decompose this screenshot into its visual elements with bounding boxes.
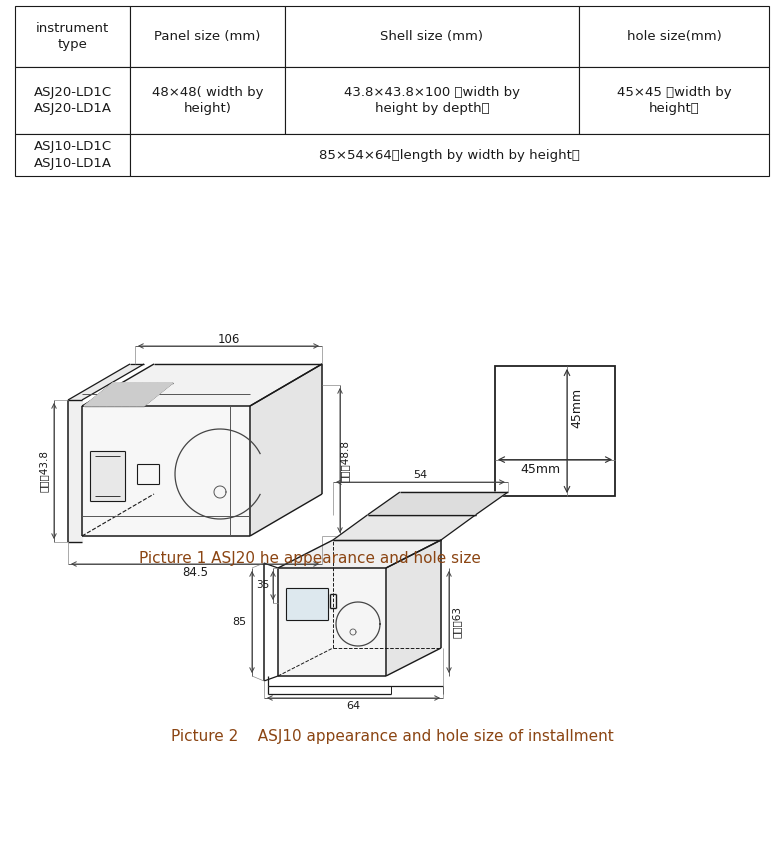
- Polygon shape: [84, 383, 172, 406]
- Bar: [579, 67, 769, 134]
- Bar: [285, 67, 579, 134]
- Polygon shape: [368, 492, 508, 515]
- Polygon shape: [68, 400, 82, 542]
- Text: 85: 85: [232, 617, 246, 627]
- Text: ASJ10-LD1C
ASJ10-LD1A: ASJ10-LD1C ASJ10-LD1A: [34, 140, 112, 170]
- Bar: [130, 134, 769, 176]
- Text: 45mm: 45mm: [570, 388, 583, 428]
- Polygon shape: [68, 364, 144, 400]
- Polygon shape: [386, 540, 441, 676]
- Polygon shape: [278, 540, 441, 568]
- Text: 48×48( width by
height): 48×48( width by height): [152, 86, 263, 115]
- Bar: [579, 6, 769, 67]
- Text: 64: 64: [347, 701, 361, 711]
- Polygon shape: [82, 406, 250, 536]
- Text: Picture 1 ASJ20 he appearance and hole size: Picture 1 ASJ20 he appearance and hole s…: [139, 552, 481, 567]
- Bar: [285, 6, 579, 67]
- Text: Shell size (mm): Shell size (mm): [380, 30, 484, 43]
- Text: 84.5: 84.5: [182, 565, 208, 579]
- Text: 54: 54: [413, 470, 427, 480]
- Text: 正方形48.8: 正方形48.8: [340, 440, 350, 482]
- Text: 正方形63: 正方形63: [452, 606, 462, 638]
- Bar: [15, 134, 130, 176]
- Text: 106: 106: [217, 332, 240, 346]
- Text: Picture 2    ASJ10 appearance and hole size of installment: Picture 2 ASJ10 appearance and hole size…: [171, 728, 613, 743]
- Text: 45mm: 45mm: [521, 463, 561, 476]
- Polygon shape: [278, 568, 386, 676]
- Polygon shape: [90, 451, 125, 501]
- Text: 85×54×64（length by width by height）: 85×54×64（length by width by height）: [319, 149, 580, 161]
- Bar: [495, 366, 615, 496]
- Polygon shape: [333, 515, 476, 540]
- Text: hole size(mm): hole size(mm): [626, 30, 721, 43]
- Text: 35: 35: [256, 580, 269, 590]
- Text: Panel size (mm): Panel size (mm): [154, 30, 261, 43]
- Bar: [130, 6, 285, 67]
- Text: 45×45 （width by
height）: 45×45 （width by height）: [617, 86, 731, 115]
- Polygon shape: [286, 588, 328, 620]
- Polygon shape: [250, 364, 322, 536]
- Text: instrument
type: instrument type: [36, 22, 109, 51]
- Bar: [130, 67, 285, 134]
- Text: ASJ20-LD1C
ASJ20-LD1A: ASJ20-LD1C ASJ20-LD1A: [34, 86, 112, 115]
- Bar: [15, 6, 130, 67]
- Bar: [15, 67, 130, 134]
- Polygon shape: [82, 364, 322, 406]
- Text: 43.8×43.8×100 （width by
height by depth）: 43.8×43.8×100 （width by height by depth）: [344, 86, 520, 115]
- Text: 正方形43.8: 正方形43.8: [39, 450, 49, 492]
